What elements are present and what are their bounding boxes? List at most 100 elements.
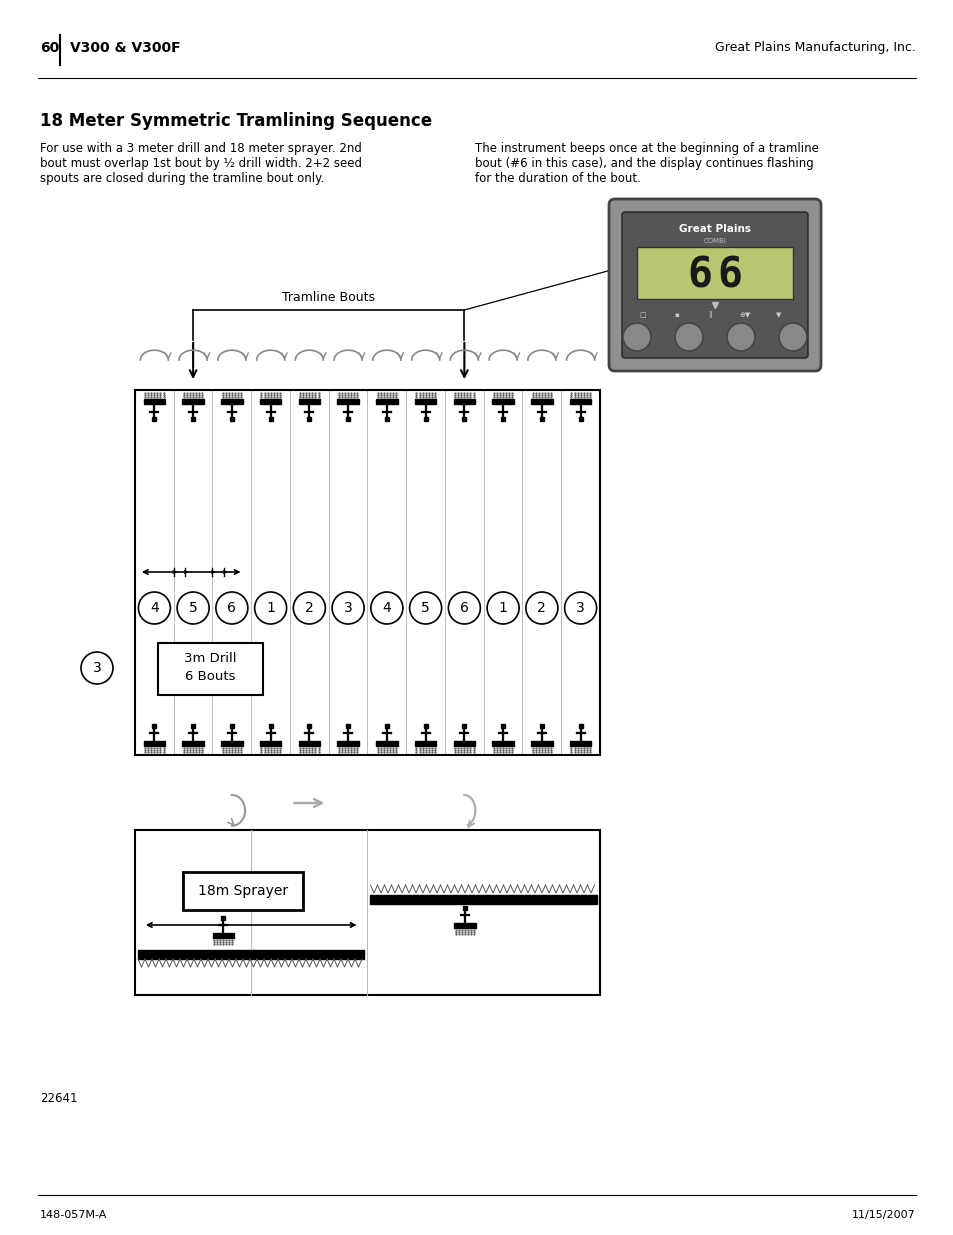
Text: 5: 5 [189,601,197,615]
Bar [454,923,476,929]
Text: 60: 60 [40,41,59,56]
Bar [298,399,319,404]
Bar [307,724,311,727]
Bar [182,399,204,404]
Bar [539,417,543,421]
Bar [230,724,233,727]
Text: Great Plains: Great Plains [679,224,750,233]
Bar [259,399,281,404]
Bar [384,417,389,421]
Bar [191,724,195,727]
Circle shape [622,324,650,351]
Text: The instrument beeps once at the beginning of a tramline: The instrument beeps once at the beginni… [475,142,818,156]
Text: bout must overlap 1st bout by ½ drill width. 2+2 seed: bout must overlap 1st bout by ½ drill wi… [40,157,361,170]
Text: ||: || [708,311,713,319]
Bar [298,741,319,746]
Bar [500,417,505,421]
Text: 4: 4 [382,601,391,615]
Circle shape [81,652,112,684]
Bar [144,741,165,746]
Bar [578,724,582,727]
Text: 3: 3 [343,601,352,615]
Text: 6: 6 [687,254,712,296]
Bar [213,932,233,939]
Bar [221,741,242,746]
Circle shape [332,592,364,624]
Circle shape [371,592,402,624]
Text: ▪: ▪ [674,312,679,317]
Text: 2: 2 [305,601,314,615]
Text: 6 Bouts: 6 Bouts [185,671,235,683]
Text: 6: 6 [459,601,468,615]
Bar [454,399,475,404]
Bar [539,724,543,727]
Circle shape [294,592,325,624]
Bar [346,724,350,727]
Text: 3m Drill: 3m Drill [184,652,236,666]
Bar [375,399,397,404]
Bar [221,916,225,920]
Text: spouts are closed during the tramline bout only.: spouts are closed during the tramline bo… [40,172,324,185]
Bar [415,399,436,404]
Text: COMBI: COMBI [702,238,725,245]
Bar [152,417,156,421]
Bar [370,895,597,904]
Circle shape [448,592,480,624]
Bar [384,724,389,727]
Text: 3: 3 [92,661,101,676]
Bar [221,399,242,404]
Text: 1: 1 [498,601,507,615]
Bar [135,390,599,755]
Bar [531,399,552,404]
Text: V300 & V300F: V300 & V300F [70,41,180,56]
Text: 148-057M-A: 148-057M-A [40,1210,108,1220]
Text: Tramline Bouts: Tramline Bouts [282,291,375,304]
Bar [337,399,358,404]
Bar [454,741,475,746]
Bar [269,724,273,727]
Text: bout (#6 in this case), and the display continues flashing: bout (#6 in this case), and the display … [475,157,813,170]
Text: 22641: 22641 [40,1092,77,1105]
Bar [569,741,591,746]
Bar [423,417,427,421]
Text: 2: 2 [537,601,546,615]
FancyBboxPatch shape [621,212,807,358]
Bar [531,741,552,746]
Text: Great Plains Manufacturing, Inc.: Great Plains Manufacturing, Inc. [715,42,915,54]
Bar [375,741,397,746]
Text: 6: 6 [227,601,236,615]
Text: 4: 4 [150,601,158,615]
Text: 6: 6 [717,254,741,296]
Bar [578,417,582,421]
Text: ▼: ▼ [776,312,781,317]
Circle shape [675,324,702,351]
Text: 5: 5 [421,601,430,615]
Bar [259,741,281,746]
FancyBboxPatch shape [608,199,821,370]
Bar [423,724,427,727]
Bar [183,872,303,910]
Bar [138,950,364,960]
Bar [462,724,466,727]
Bar [191,417,195,421]
Text: 18m Sprayer: 18m Sprayer [197,884,288,898]
Circle shape [177,592,209,624]
Bar [462,906,467,910]
Circle shape [779,324,806,351]
Bar [569,399,591,404]
Circle shape [138,592,171,624]
Bar [492,399,514,404]
Text: 11/15/2007: 11/15/2007 [851,1210,915,1220]
Bar [462,417,466,421]
Circle shape [487,592,518,624]
Bar [307,417,311,421]
Text: 18 Meter Symmetric Tramlining Sequence: 18 Meter Symmetric Tramlining Sequence [40,112,432,130]
Circle shape [525,592,558,624]
Bar [230,417,233,421]
Circle shape [215,592,248,624]
Text: □: □ [639,312,645,317]
Bar [500,724,505,727]
Text: 3: 3 [576,601,584,615]
Bar [144,399,165,404]
Bar [346,417,350,421]
